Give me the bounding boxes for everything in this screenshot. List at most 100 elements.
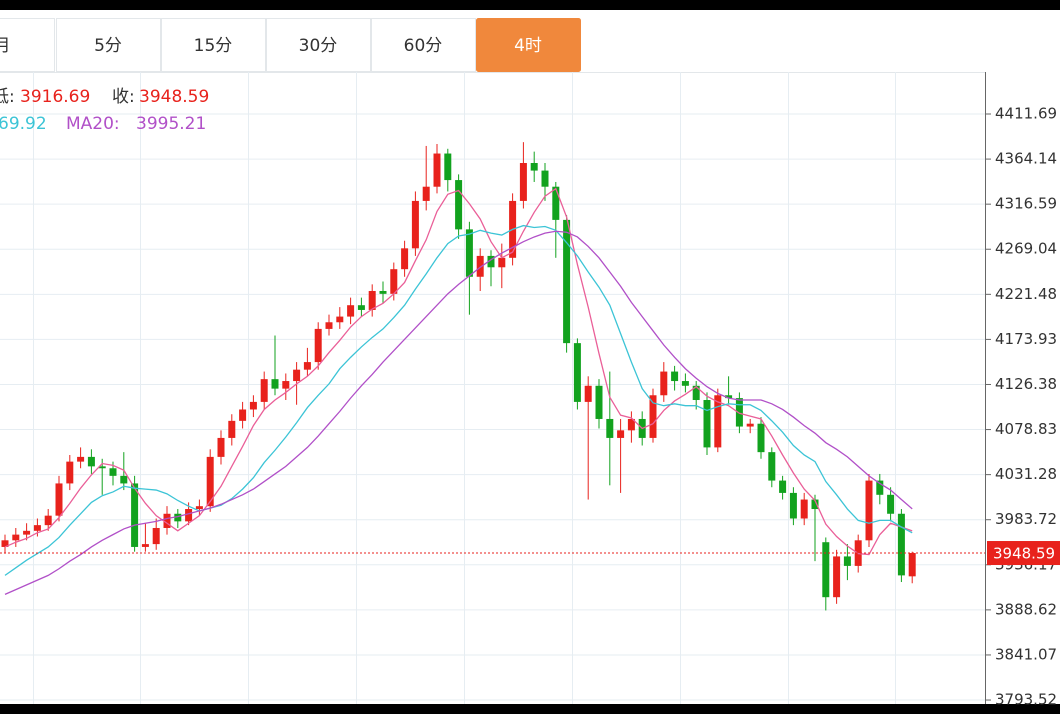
low-value: 3916.69 xyxy=(20,87,90,107)
candle-body xyxy=(141,544,149,547)
top-bar xyxy=(0,0,1060,10)
candle-body xyxy=(206,456,214,507)
candle-body xyxy=(476,255,484,277)
candle-body xyxy=(444,153,452,181)
tab[interactable] xyxy=(476,18,581,72)
candle-body xyxy=(897,513,905,576)
candle-body xyxy=(368,290,376,310)
candle-body xyxy=(843,556,851,566)
candle-body xyxy=(390,269,398,294)
y-tick-label: 4078.83 xyxy=(995,420,1057,438)
ma-line xyxy=(4,187,913,556)
close-value: 3948.59 xyxy=(139,87,209,107)
candle-body xyxy=(573,343,581,402)
tab-label[interactable]: 15分 xyxy=(194,36,233,56)
candle-body xyxy=(617,430,625,438)
candle-body xyxy=(152,527,160,545)
candle-body xyxy=(746,423,754,427)
candle-body xyxy=(725,395,733,399)
tab-bar: 月 5分 15分 30分 60分 4时 xyxy=(0,18,581,72)
y-tick-label: 4411.69 xyxy=(995,105,1057,123)
candle-body xyxy=(714,395,722,448)
candle-body xyxy=(77,456,85,462)
last-price-box xyxy=(987,541,1060,566)
y-axis-labels: 3793.523841.073888.623936.173983.724031.… xyxy=(985,105,1057,709)
candle-body xyxy=(433,153,441,187)
candle-body xyxy=(66,461,74,484)
y-tick-label: 4031.28 xyxy=(995,465,1057,483)
tab[interactable] xyxy=(266,18,371,72)
tab[interactable] xyxy=(56,18,161,72)
candle-body xyxy=(293,369,301,382)
low-label: 低: xyxy=(0,87,15,107)
tab-label[interactable]: 5分 xyxy=(94,36,122,56)
candle-body xyxy=(595,385,603,419)
candle-body xyxy=(584,385,592,402)
candle-body xyxy=(33,525,41,531)
candle-body xyxy=(779,480,787,493)
candle-body xyxy=(606,418,614,438)
candle-body xyxy=(87,456,95,467)
candle-body xyxy=(541,170,549,187)
candle-body xyxy=(249,401,257,410)
candle-body xyxy=(357,305,365,310)
candle-body xyxy=(822,542,830,598)
candle-body xyxy=(23,530,31,535)
y-tick-label: 4173.93 xyxy=(995,330,1057,348)
candle-body xyxy=(757,423,765,453)
bottom-bar xyxy=(0,704,1060,714)
candle-body xyxy=(498,257,506,268)
candle-body xyxy=(12,534,20,541)
tab-label[interactable]: 60分 xyxy=(404,36,443,56)
y-tick-label: 3983.72 xyxy=(995,510,1057,528)
tab-label[interactable]: 30分 xyxy=(299,36,338,56)
candle-body xyxy=(282,381,290,389)
y-tick-label: 4316.59 xyxy=(995,195,1057,213)
candle-body xyxy=(681,381,689,386)
tab[interactable] xyxy=(371,18,476,72)
last-price-label: 3948.59 xyxy=(993,545,1055,563)
candle-body xyxy=(768,452,776,481)
candle-body xyxy=(44,515,52,526)
tab-label[interactable]: 月 xyxy=(0,36,11,56)
candle-body xyxy=(908,553,916,577)
tab[interactable] xyxy=(161,18,266,72)
candle-body xyxy=(303,362,311,370)
candle-body xyxy=(800,499,808,519)
plot xyxy=(0,142,985,611)
candle-body xyxy=(671,371,679,382)
candle-body xyxy=(833,556,841,598)
candle-body xyxy=(627,418,635,431)
candle-body xyxy=(552,186,560,220)
candle-body xyxy=(411,200,419,249)
candle-body xyxy=(789,492,797,519)
candle-body xyxy=(217,437,225,457)
ma10-value: 69.92 xyxy=(0,114,47,134)
candle-body xyxy=(109,468,117,476)
ma-line xyxy=(4,230,913,595)
y-tick-label: 4221.48 xyxy=(995,285,1057,303)
candle-body xyxy=(811,499,819,510)
y-tick-label: 3841.07 xyxy=(995,645,1057,663)
candle-body xyxy=(131,483,139,547)
candle-body xyxy=(163,513,171,528)
tab[interactable] xyxy=(0,18,55,72)
info: 低: 3916.69 收: 3948.59 69.92 MA20: 3995.2… xyxy=(0,87,209,134)
candle-body xyxy=(379,290,387,294)
tab-label[interactable]: 4时 xyxy=(514,36,542,56)
candle-body xyxy=(271,379,279,389)
y-tick-label: 4364.14 xyxy=(995,150,1057,168)
candle-body xyxy=(228,420,236,438)
candle-body xyxy=(260,379,268,402)
candle-body xyxy=(174,513,182,522)
candle-body xyxy=(519,163,527,201)
ma20-label: MA20: xyxy=(66,114,120,134)
candle-body xyxy=(887,494,895,514)
candle-body xyxy=(465,229,473,277)
candle-body xyxy=(876,480,884,495)
candle-body xyxy=(1,540,9,547)
candle-body xyxy=(455,180,463,230)
candle-body xyxy=(703,400,711,448)
